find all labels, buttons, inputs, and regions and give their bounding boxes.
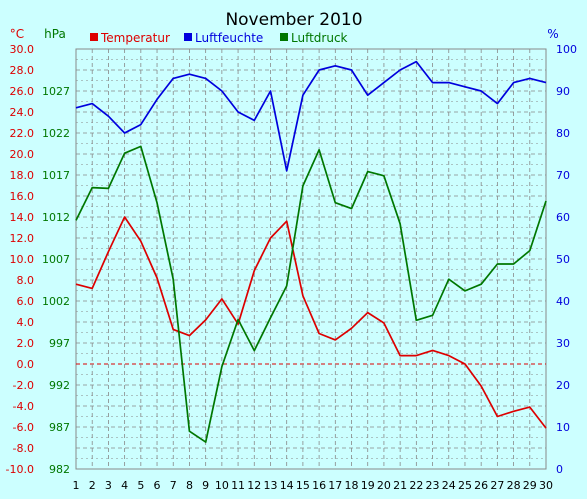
y-tick-temperature: 26.0: [10, 85, 35, 98]
series-line-luftdruck: [75, 145, 547, 443]
x-tick-label: 27: [490, 479, 504, 492]
x-tick-label: 23: [426, 479, 440, 492]
y-tick-temperature: -10.0: [6, 463, 34, 476]
x-tick-label: 3: [105, 479, 112, 492]
series-line-temperatur: [75, 216, 547, 429]
legend-label: Luftfeuchte: [195, 31, 263, 45]
x-tick-label: 4: [121, 479, 128, 492]
y-tick-pressure: 1007: [42, 253, 70, 266]
x-tick-label: 22: [409, 479, 423, 492]
y-tick-humidity: 30: [556, 337, 570, 350]
y-tick-humidity: 90: [556, 85, 570, 98]
y-tick-humidity: 100: [556, 43, 577, 56]
y-tick-temperature: -8.0: [13, 442, 34, 455]
y-tick-pressure: 1012: [42, 211, 70, 224]
y-tick-humidity: 40: [556, 295, 570, 308]
y-tick-humidity: 60: [556, 211, 570, 224]
y-tick-humidity: 70: [556, 169, 570, 182]
x-tick-label: 20: [377, 479, 391, 492]
series-line-luftfeuchte: [75, 60, 547, 172]
x-tick-label: 16: [312, 479, 326, 492]
pressure-unit-label: hPa: [44, 27, 66, 41]
y-tick-temperature: 20.0: [10, 148, 35, 161]
y-tick-pressure: 992: [49, 379, 70, 392]
y-tick-temperature: 8.0: [17, 274, 35, 287]
legend-swatch: [280, 33, 288, 41]
x-tick-label: 13: [263, 479, 277, 492]
y-tick-temperature: -4.0: [13, 400, 34, 413]
x-tick-label: 12: [247, 479, 261, 492]
x-tick-label: 10: [215, 479, 229, 492]
y-tick-temperature: 28.0: [10, 64, 35, 77]
temperature-unit-label: °C: [10, 27, 24, 41]
x-tick-label: 5: [137, 479, 144, 492]
x-tick-label: 11: [231, 479, 245, 492]
x-tick-label: 2: [89, 479, 96, 492]
y-tick-pressure: 1017: [42, 169, 70, 182]
y-tick-temperature: 10.0: [10, 253, 35, 266]
legend-swatch: [184, 33, 192, 41]
legend-label: Temperatur: [100, 31, 170, 45]
y-tick-humidity: 80: [556, 127, 570, 140]
y-tick-temperature: 14.0: [10, 211, 35, 224]
x-tick-label: 1: [73, 479, 80, 492]
x-tick-label: 30: [539, 479, 553, 492]
y-tick-humidity: 10: [556, 421, 570, 434]
x-tick-label: 21: [393, 479, 407, 492]
y-tick-temperature: 6.0: [17, 295, 35, 308]
x-tick-label: 7: [170, 479, 177, 492]
y-tick-temperature: 12.0: [10, 232, 35, 245]
x-tick-label: 9: [202, 479, 209, 492]
y-tick-temperature: 24.0: [10, 106, 35, 119]
y-tick-humidity: 20: [556, 379, 570, 392]
y-tick-temperature: 2.0: [17, 337, 35, 350]
y-tick-pressure: 987: [49, 421, 70, 434]
y-tick-pressure: 1002: [42, 295, 70, 308]
y-tick-temperature: 4.0: [17, 316, 35, 329]
y-tick-temperature: 18.0: [10, 169, 35, 182]
x-tick-label: 17: [328, 479, 342, 492]
y-tick-pressure: 997: [49, 337, 70, 350]
y-tick-temperature: -2.0: [13, 379, 34, 392]
y-tick-temperature: 30.0: [10, 43, 35, 56]
y-tick-pressure: 1022: [42, 127, 70, 140]
x-tick-label: 25: [458, 479, 472, 492]
x-tick-label: 8: [186, 479, 193, 492]
y-tick-temperature: 0.0: [17, 358, 35, 371]
y-tick-humidity: 0: [556, 463, 563, 476]
x-tick-label: 28: [507, 479, 521, 492]
y-tick-temperature: -6.0: [13, 421, 34, 434]
y-tick-pressure: 1027: [42, 85, 70, 98]
legend-swatch: [90, 33, 98, 41]
x-tick-label: 6: [154, 479, 161, 492]
chart-title: November 2010: [225, 10, 362, 30]
x-tick-label: 24: [442, 479, 456, 492]
y-tick-pressure: 982: [49, 463, 70, 476]
x-tick-label: 14: [280, 479, 294, 492]
x-tick-label: 19: [361, 479, 375, 492]
legend-label: Luftdruck: [291, 31, 348, 45]
x-tick-label: 29: [523, 479, 537, 492]
x-tick-label: 15: [296, 479, 310, 492]
y-tick-temperature: 22.0: [10, 127, 35, 140]
y-tick-humidity: 50: [556, 253, 570, 266]
y-tick-temperature: 16.0: [10, 190, 35, 203]
x-tick-label: 18: [345, 479, 359, 492]
humidity-unit-label: %: [547, 27, 558, 41]
x-tick-label: 26: [474, 479, 488, 492]
